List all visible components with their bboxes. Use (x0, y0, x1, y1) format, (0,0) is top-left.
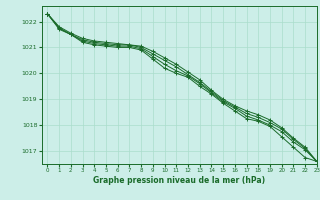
X-axis label: Graphe pression niveau de la mer (hPa): Graphe pression niveau de la mer (hPa) (93, 176, 265, 185)
